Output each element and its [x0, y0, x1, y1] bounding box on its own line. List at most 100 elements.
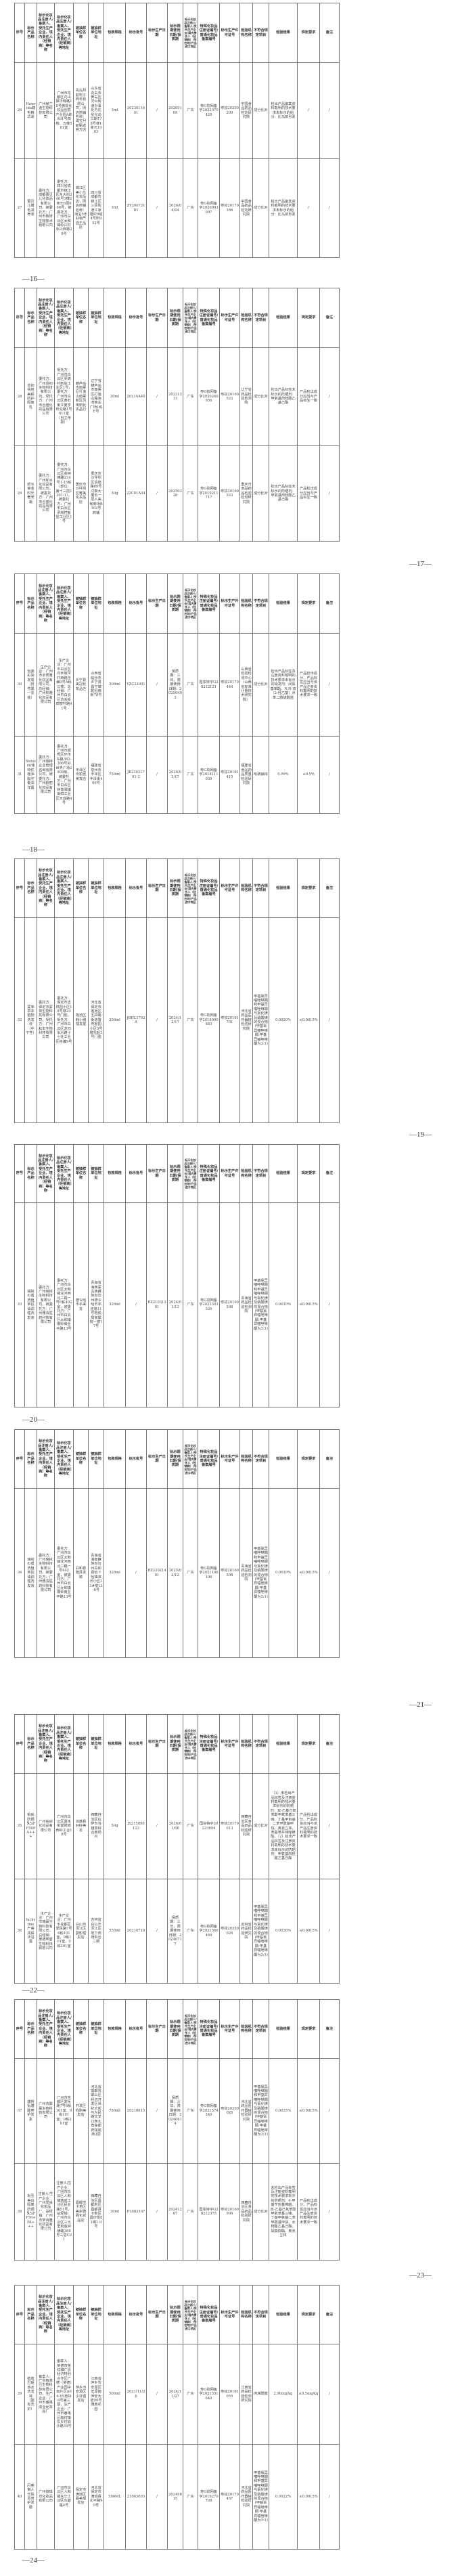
page-number: —16— — [22, 275, 45, 283]
cell-registration-number: 粤G妆网备字2021108106 — [198, 1488, 220, 1658]
column-header-testing-agency: 检验机构名称 — [239, 3, 253, 63]
column-header-sampled-unit-name: 被抽样单位名称 — [73, 288, 89, 348]
cell-sampled-unit-address: 西藏自治区昌都地区昌都县卡若区昌庆街81幢1-9号 — [88, 2163, 104, 2261]
column-header-test-result: 检验结果 — [269, 1144, 298, 1203]
column-header-expiry-date: 标示限期使用日期/保质期 — [167, 1999, 183, 2059]
column-header-nonconforming-item: 不符合规定项目 — [252, 288, 269, 348]
cell-product-name: 瑞铱の盾洗植萃控油调理洗发液 — [24, 1202, 37, 1407]
cell-registrant-name: 委托方：保定市蒙菲生物科技有限公司，受托方：广州耘本生物科技有限公司 — [37, 917, 55, 1123]
cell-package-spec: 30ml — [104, 347, 126, 446]
inspection-table: 序号 标示产品名称 标示化妆品注册人/备案人、受托生产企业、境内责任人（经销商）等名… — [14, 1144, 340, 1407]
column-header-registrant-address: 标示化妆品注册人/备案人、受托生产企业、境内责任人（经销商）等地址 — [54, 858, 74, 918]
column-header-nonconforming-item: 不符合规定项目 — [252, 858, 269, 918]
cell-requirement: ≤0.5% — [297, 736, 320, 814]
column-header-registrant-name: 标示化妆品注册人/备案人、受托生产企业、境内责任人（经销商）等名称 — [37, 2285, 55, 2344]
cell-test-result: 2.96mg/kg — [269, 2344, 298, 2445]
column-header-production-date: 标示生产日期 — [146, 288, 168, 348]
column-header-license-number: 标示生产许可证号 — [219, 1429, 240, 1489]
cell-requirement: ≤0.0015% — [297, 2058, 320, 2164]
cell-requirement: 产品检出成分、产品标签应当与该产品注册资料载明的技术要求一致 — [297, 2163, 320, 2261]
cell-registration-number: 粤G妆网备字2021574240 — [198, 2058, 220, 2164]
cell-sampled-unit-name: 开发区钧刚美发店 — [73, 2058, 89, 2164]
column-header-nonconforming-item: 不符合规定项目 — [252, 1429, 269, 1489]
column-header-testing-agency: 检验机构名称 — [239, 573, 253, 634]
cell-nonconforming-item: 成分比对 — [252, 347, 269, 446]
column-header-requirement: 规定要求 — [297, 1429, 320, 1489]
cell-nonconforming-item: 甲基氯异噻唑啉酮和甲基异噻唑啉酮与氯化镁及硝酸镁的混合物(甲基氯异噻唑啉酮:甲基… — [252, 1488, 269, 1658]
cell-expiry-date: 20231213 — [167, 347, 183, 446]
cell-origin-region: 广东 — [183, 1773, 198, 1879]
cell-product-name: 蒙菲草本植物洗发液（中干性） — [24, 917, 37, 1123]
cell-registrant-address: 委托方：四川省成都市锦江区东大街246号1幢2单元6层606号，被委托方：广州市… — [54, 158, 74, 258]
column-header-remark: 备注 — [319, 858, 340, 918]
column-header-requirement: 规定要求 — [297, 858, 320, 918]
table-row: 34 瑞铱の盾洗植萃控油调理洗发液 委托方：广州瑞铱生物科技有限公司，被委托方：广州… — [14, 1488, 340, 1658]
cell-product-name: 卸水睿金时光奢宠霜 — [24, 445, 37, 542]
column-header-registrant-address: 标示化妆品注册人/备案人、受托生产企业、境内责任人（经销商）等地址 — [54, 1999, 74, 2059]
cell-production-date: / — [146, 445, 168, 542]
cell-sampled-unit-name: 德令哈市手美发 — [73, 1202, 89, 1407]
cell-product-name: 瑞铱の盾洗植萃控油调理洗发液 — [24, 1488, 37, 1658]
cell-license-number: 粤妆20170457 — [219, 2444, 240, 2550]
cell-sampled-unit-name: 葫芦岛市南票区打渔山南票新区风田丽化妆品行 — [73, 347, 89, 446]
column-header-package-spec: 包装规格 — [104, 858, 126, 918]
cell-registrant-name: 委托方：成都蕾贝儿化妆品有限公司，被委托方：广州市致妍生物技术有限公司 — [37, 158, 55, 258]
column-header-requirement: 规定要求 — [297, 1999, 320, 2059]
cell-requirement: ≤0.0015% — [297, 2444, 320, 2550]
column-header-package-spec: 包装规格 — [104, 2285, 126, 2344]
cell-test-result: 检出产品备案资料载明的技术要求未标示的组分：比马前列素 — [269, 158, 298, 258]
cell-sampled-unit-address: 江西省萍乡市安源区安源镇萍安大道99号雅典花园 — [88, 2344, 104, 2445]
cell-expiry-date: 2024/03/12 — [167, 1202, 183, 1407]
cell-requirement: ≤0.0015% — [297, 917, 320, 1123]
cell-batch-number: YZC22001 — [125, 633, 147, 737]
cell-batch-number: 20210615 — [125, 2058, 147, 2164]
column-header-registration-number: 特殊化妆品注册证编号/普通化妆品备案编号 — [198, 573, 220, 634]
cell-registrant-name: 广州铂尚化妆品有限公司 — [37, 1773, 55, 1879]
cell-product-name: luckyfine产荟润肤沐浴露 — [24, 1879, 37, 1984]
column-header-registrant-address: 标示化妆品注册人/备案人、受托生产企业、境内责任人（经销商）等地址 — [54, 1144, 74, 1203]
column-header-expiry-date: 标示限期使用日期/保质期 — [167, 858, 183, 918]
cell-registrant-name: 广州市联赢生物科技有限公司 — [37, 2058, 55, 2164]
cell-testing-agency: 辽宁省药品检验检测院 — [239, 347, 253, 446]
column-header-expiry-date: 标示限期使用日期/保质期 — [167, 288, 183, 348]
column-header-requirement: 规定要求 — [297, 2285, 320, 2344]
inspection-table: 序号 标示产品名称 标示化妆品注册人/备案人、受托生产企业、境内责任人（经销商）等名… — [14, 1999, 340, 2261]
cell-testing-agency: 中国食品药品检定研究院 — [239, 158, 253, 258]
cell-test-result: 0.0022% — [269, 2444, 298, 2550]
table-header-row: 序号 标示产品名称 标示化妆品注册人/备案人、受托生产企业、境内责任人（经销商）等名… — [14, 858, 340, 918]
inspection-table: 序号 标示产品名称 标示化妆品注册人/备案人、受托生产企业、境内责任人（经销商）等名… — [14, 3, 340, 258]
cell-seq: 36 — [14, 1879, 25, 1984]
column-header-registration-number: 特殊化妆品注册证编号/普通化妆品备案编号 — [198, 1429, 220, 1489]
cell-remark: / — [319, 2444, 340, 2550]
cell-nonconforming-item: 成分比对 — [252, 1773, 269, 1879]
column-header-license-number: 标示生产许可证号 — [219, 573, 240, 634]
cell-registrant-name: 广州赫兰迪生物科技有限公司 — [37, 62, 55, 159]
table-row: 38 尚圣美白隔离防晒乳SPF50+PA+++ 注册人/生产企业：广州爱采化妆品厂，… — [14, 2163, 340, 2261]
cell-registrant-address: 委托方：广州市白云区金钟横路234号1-15栋（部位：第十三层1301-1），被… — [54, 445, 74, 542]
column-header-sampled-unit-address: 被抽样单位地址 — [88, 1714, 104, 1774]
cell-testing-agency: 江西省药品检验检测研究院 — [239, 2344, 253, 2445]
cell-requirement: 产品检出成分、产品标签应当与该产品注册资料载明的技术要求一致 — [297, 1773, 320, 1879]
cell-expiry-date: 20240615 — [167, 2444, 183, 2550]
cell-test-result: 0.0019% — [269, 1202, 298, 1407]
cell-remark: / — [319, 2163, 340, 2261]
cell-nonconforming-item: 甲基氯异噻唑啉酮和甲基异噻唑啉酮与氯化镁及硝酸镁的混合物(甲基氯异噻唑啉酮:甲基… — [252, 2058, 269, 2164]
column-header-sampled-unit-name: 被抽样单位名称 — [73, 1714, 89, 1774]
cell-registrant-address: 广州市白云区人和镇东华工业区东碧路4号 — [54, 2444, 74, 2550]
column-header-sampled-unit-address: 被抽样单位地址 — [88, 1144, 104, 1203]
column-header-seq: 序号 — [14, 1144, 25, 1203]
cell-sampled-unit-address: 重庆市沙坪坝区渝碚路89号戊泰大厦负一层人美甸商场B102号商铺 — [88, 445, 104, 542]
column-header-testing-agency: 检验机构名称 — [239, 1144, 253, 1203]
column-header-test-result: 检验结果 — [269, 1429, 298, 1489]
cell-remark: / — [319, 1879, 340, 1984]
cell-sampled-unit-address: 西藏自治区拉萨市当雄县综合商场内 — [88, 1773, 104, 1879]
column-header-seq: 序号 — [14, 1714, 25, 1774]
cell-test-result: 0.0036% — [269, 1879, 298, 1984]
cell-seq: 39 — [14, 2344, 25, 2445]
cell-origin-region: 广东 — [183, 917, 198, 1123]
cell-product-name: 康铭氨基酸养护发素 — [24, 2058, 37, 2164]
column-header-batch-number: 标示批号 — [125, 1714, 147, 1774]
cell-remark: / — [319, 2058, 340, 2164]
cell-license-number: 粤妆20160994 — [219, 2163, 240, 2261]
cell-registration-number: 粤G妆网备字2021566469 — [198, 1879, 220, 1984]
